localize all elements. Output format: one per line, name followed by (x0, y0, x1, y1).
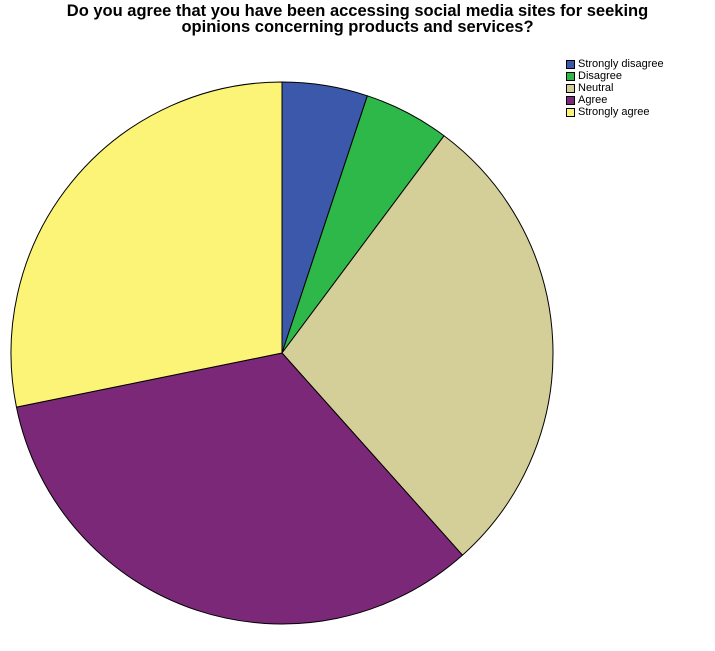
legend-label-agree: Agree (578, 94, 608, 106)
legend-item-agree: Agree (566, 94, 664, 106)
pie-slice-neutral (281, 135, 554, 556)
legend-label-strongly-disagree: Strongly disagree (578, 58, 664, 70)
chart-title-line-1: Do you agree that you have been accessin… (66, 2, 649, 20)
pie-slice-agree (15, 352, 463, 625)
legend-swatch-disagree (566, 71, 575, 81)
legend-item-disagree: Disagree (566, 70, 664, 82)
legend-item-strongly-disagree: Strongly disagree (566, 58, 664, 70)
legend-swatch-strongly-disagree (566, 59, 575, 69)
pie-slice-strongly-agree (10, 81, 283, 408)
legend-swatch-neutral (566, 83, 575, 93)
legend-item-neutral: Neutral (566, 82, 664, 94)
legend-swatch-strongly-agree (566, 107, 575, 117)
legend-label-disagree: Disagree (578, 70, 623, 82)
legend-swatch-agree (566, 95, 575, 105)
legend-item-strongly-agree: Strongly agree (566, 106, 664, 118)
legend: Strongly disagree Disagree Neutral Agree… (566, 58, 664, 118)
chart-title-line-2: opinions concerning products and service… (181, 18, 534, 36)
legend-label-strongly-agree: Strongly agree (578, 106, 650, 118)
chart-title: Do you agree that you have been accessin… (0, 2, 715, 36)
legend-label-neutral: Neutral (578, 82, 614, 94)
